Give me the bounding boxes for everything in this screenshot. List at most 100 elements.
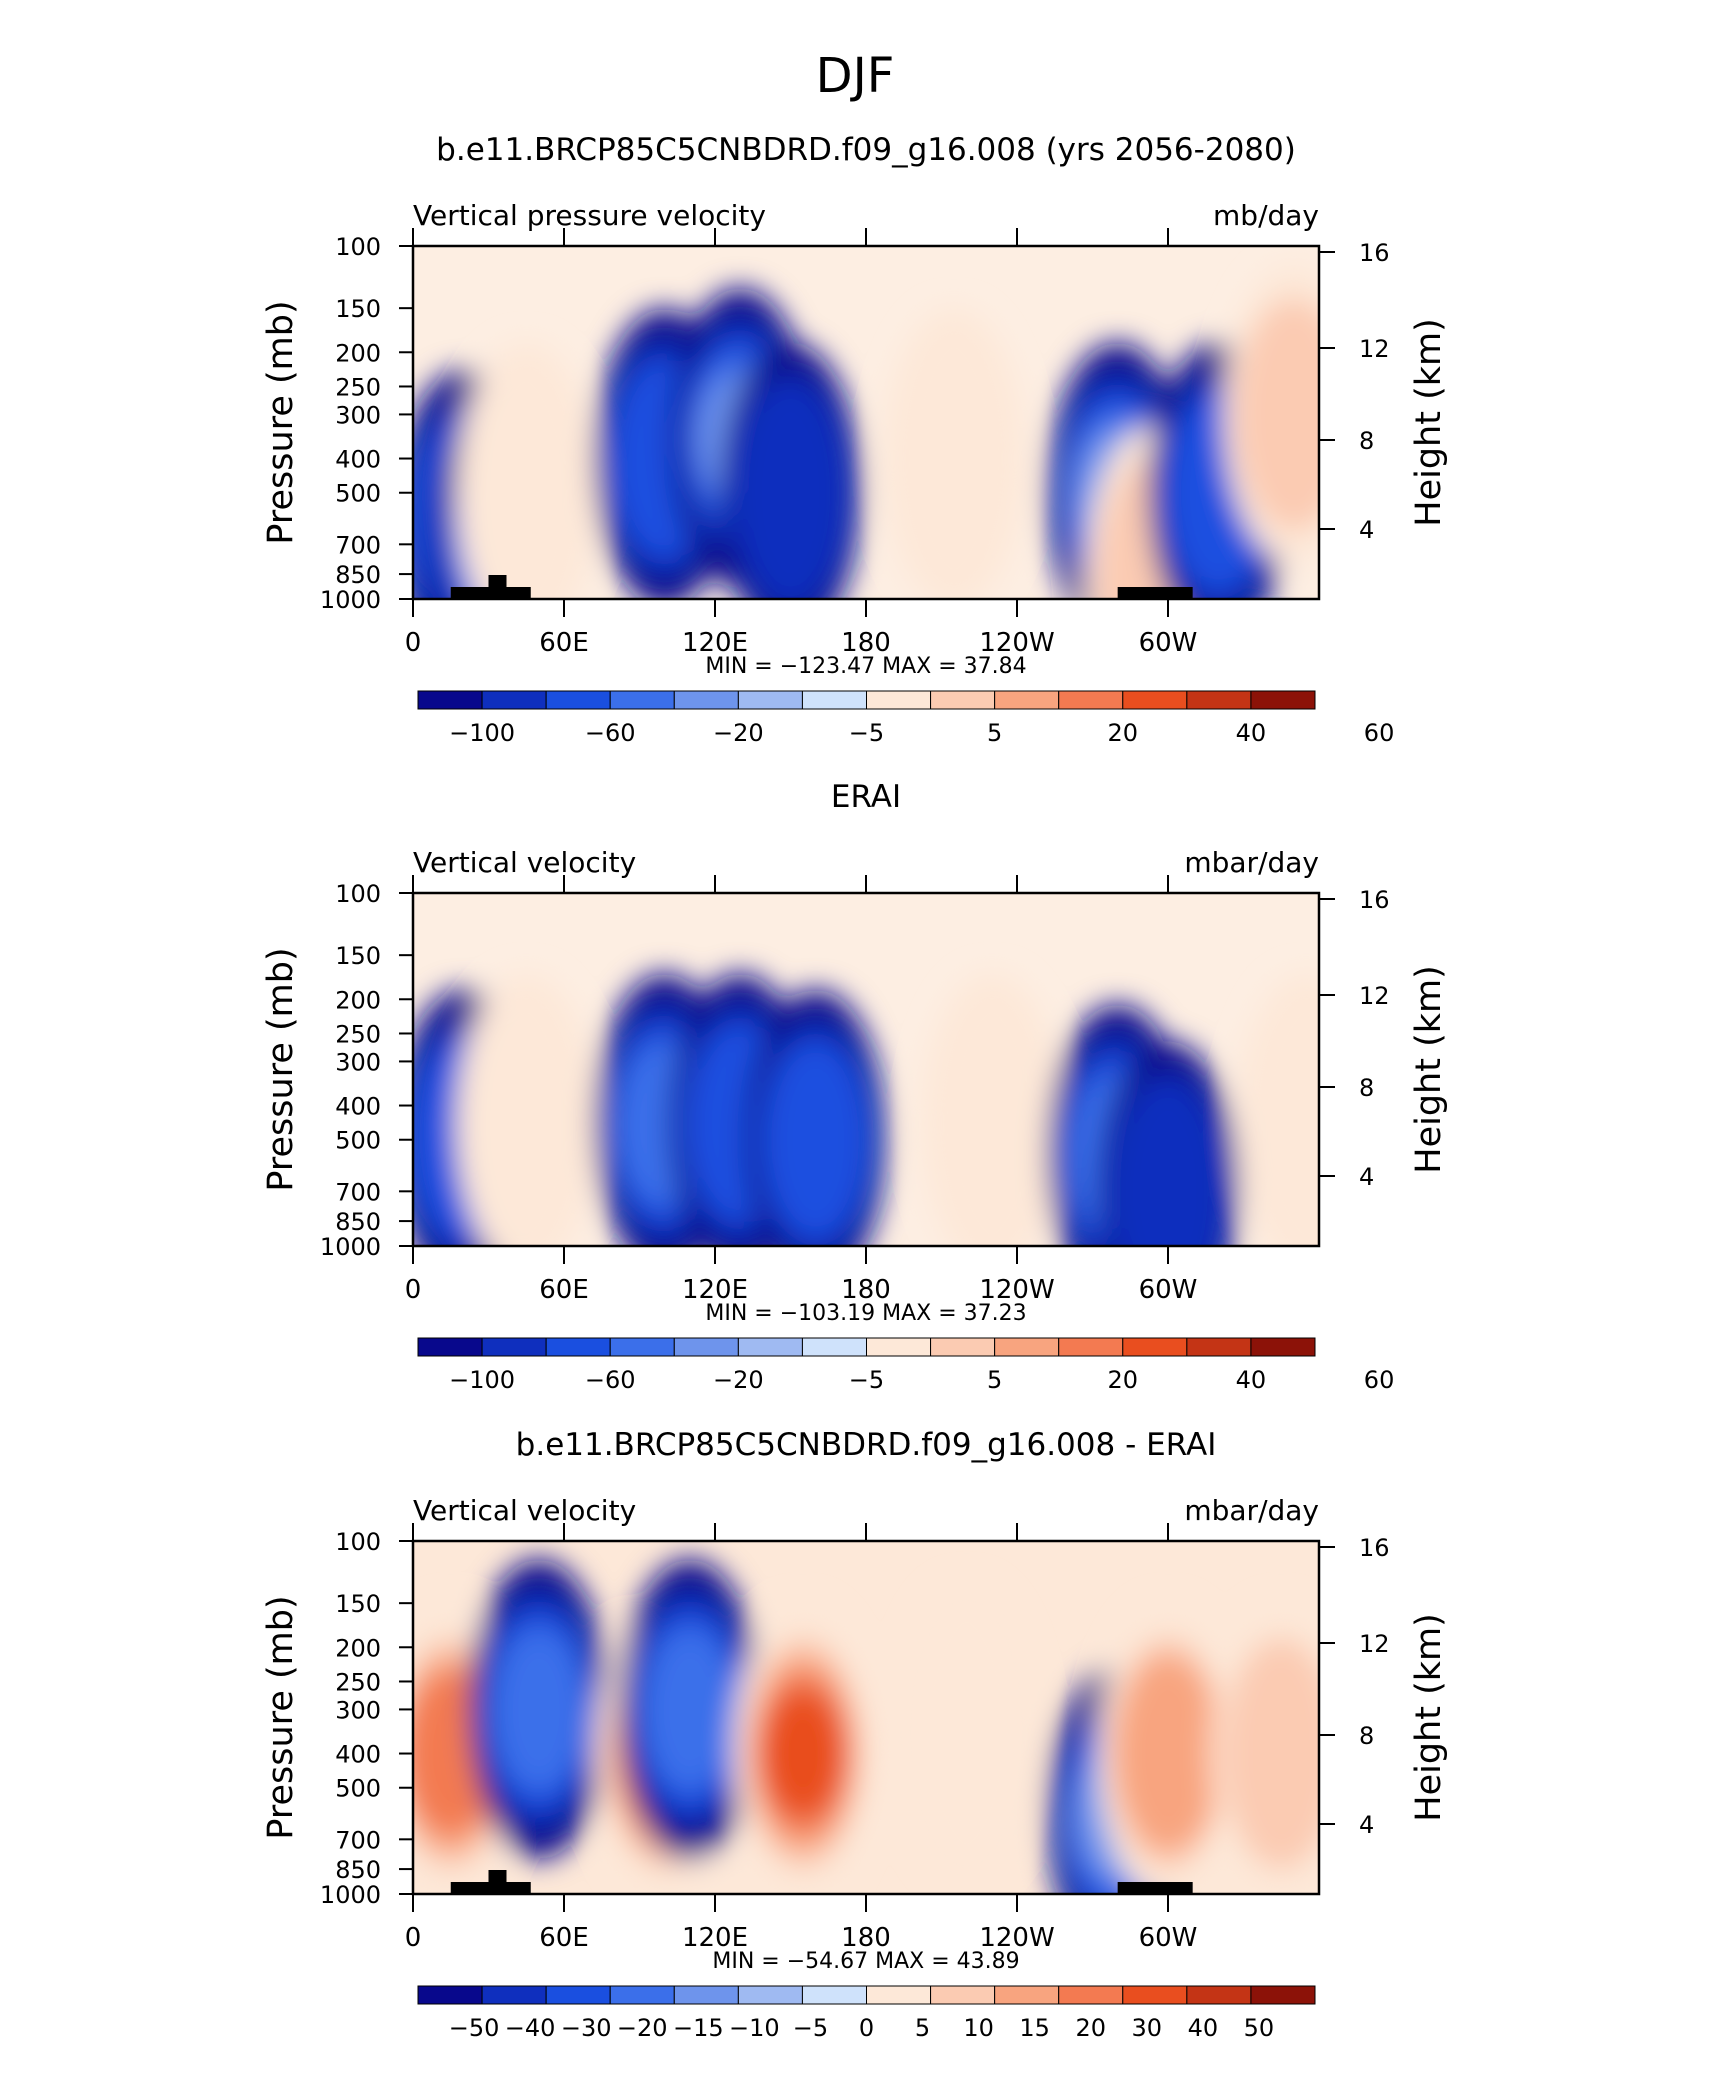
colorbar-label: 5 xyxy=(987,719,1002,747)
colorbar-label: 10 xyxy=(963,2014,994,2042)
y2-axis-label: Height (km) xyxy=(1409,965,1449,1174)
field-blobs xyxy=(413,264,1319,599)
colorbar-swatch xyxy=(1250,690,1316,710)
y-tick-label: 700 xyxy=(335,531,381,559)
y-tick-label: 250 xyxy=(335,373,381,401)
colorbar-swatch xyxy=(1058,690,1124,710)
colorbar-label: −60 xyxy=(585,719,636,747)
colorbar-swatch xyxy=(1250,1337,1316,1357)
y-tick-label: 850 xyxy=(335,1208,381,1236)
colorbar-label: −40 xyxy=(505,2014,556,2042)
colorbar-swatch xyxy=(1186,1985,1252,2005)
colorbar-swatch xyxy=(417,1985,483,2005)
colorbar-swatch xyxy=(1122,690,1188,710)
colorbar-label: −100 xyxy=(449,1366,515,1394)
colorbar-swatch xyxy=(1122,1337,1188,1357)
colorbar-label: 50 xyxy=(1244,2014,1275,2042)
y-axis-label: Pressure (mb) xyxy=(261,300,301,544)
y-tick-label: 700 xyxy=(335,1826,381,1854)
colorbar-swatch xyxy=(930,1337,996,1357)
colorbar-swatch xyxy=(801,1337,868,1357)
y2-tick-label: 16 xyxy=(1359,886,1390,914)
panel-1: b.e11.BRCP85C5CNBDRD.f09_g16.008 (yrs 20… xyxy=(261,132,1449,747)
data-cell xyxy=(461,990,591,1246)
y-tick-label: 850 xyxy=(335,561,381,589)
field-layer xyxy=(413,264,1319,599)
x-tick-label: 0 xyxy=(405,1275,422,1305)
y-tick-label: 100 xyxy=(335,233,381,261)
colorbar-swatch xyxy=(737,1985,803,2005)
colorbar-label: 5 xyxy=(915,2014,930,2042)
topography xyxy=(1117,1882,1193,1894)
colorbar-label: 60 xyxy=(1364,1366,1395,1394)
y2-tick-label: 8 xyxy=(1359,1074,1374,1102)
colorbar-swatch xyxy=(866,1337,932,1357)
colorbar-swatch xyxy=(417,690,483,710)
y2-tick-label: 4 xyxy=(1359,1163,1374,1191)
colorbar-swatch xyxy=(737,690,803,710)
colorbar-swatch xyxy=(866,690,932,710)
panel-title: b.e11.BRCP85C5CNBDRD.f09_g16.008 (yrs 20… xyxy=(436,132,1296,168)
colorbar-swatch xyxy=(1186,690,1252,710)
y2-tick-label: 4 xyxy=(1359,516,1374,544)
y-tick-label: 1000 xyxy=(320,586,381,614)
colorbar-swatch xyxy=(609,690,675,710)
colorbar-swatch xyxy=(801,690,868,710)
x-tick-label: 60W xyxy=(1139,628,1198,658)
y-tick-label: 500 xyxy=(335,1127,381,1155)
data-cell xyxy=(461,359,591,599)
colorbar-swatch xyxy=(545,1985,611,2005)
colorbar-label: −50 xyxy=(449,2014,500,2042)
x-tick-label: 60W xyxy=(1139,1923,1198,1953)
colorbar-swatch xyxy=(673,1985,739,2005)
x-tick-label: 120W xyxy=(979,628,1054,658)
y2-tick-label: 16 xyxy=(1359,1534,1390,1562)
colorbar-label: −5 xyxy=(849,719,884,747)
y-tick-label: 300 xyxy=(335,1048,381,1076)
y-tick-label: 500 xyxy=(335,480,381,508)
colorbar-swatch xyxy=(545,1337,611,1357)
y-tick-label: 700 xyxy=(335,1178,381,1206)
y-axis-label: Pressure (mb) xyxy=(261,947,301,1191)
colorbar-swatch xyxy=(417,1337,483,1357)
panel-title: ERAI xyxy=(831,779,901,815)
panel-title: b.e11.BRCP85C5CNBDRD.f09_g16.008 - ERAI xyxy=(516,1427,1217,1463)
colorbar-label: −20 xyxy=(713,1366,764,1394)
data-cell xyxy=(927,990,1057,1246)
topography xyxy=(488,1870,507,1894)
panel-units-label: mbar/day xyxy=(1184,1494,1319,1527)
x-tick-label: 0 xyxy=(405,1923,422,1953)
panel-2: ERAI Vertical velocity mbar/day 0 60E 120E 180… xyxy=(261,779,1449,1394)
field-layer xyxy=(413,973,1319,1246)
colorbar-swatch xyxy=(994,1337,1060,1357)
panel-units-label: mbar/day xyxy=(1184,846,1319,879)
y-tick-label: 1000 xyxy=(320,1233,381,1261)
x-tick-label: 120W xyxy=(979,1923,1054,1953)
colorbar-label: −60 xyxy=(585,1366,636,1394)
y2-tick-label: 8 xyxy=(1359,1722,1374,1750)
y-tick-label: 300 xyxy=(335,1696,381,1724)
field-blobs xyxy=(413,973,1319,1246)
colorbar-swatch xyxy=(609,1337,675,1357)
colorbar-swatch xyxy=(994,690,1060,710)
x-tick-label: 120E xyxy=(682,628,748,658)
data-cell xyxy=(1109,1075,1227,1246)
y-tick-label: 250 xyxy=(335,1668,381,1696)
y-axis-label: Pressure (mb) xyxy=(261,1595,301,1839)
y-tick-label: 1000 xyxy=(320,1881,381,1909)
y-tick-label: 200 xyxy=(335,1634,381,1662)
colorbar-swatch xyxy=(1122,1985,1188,2005)
data-cell xyxy=(1115,1654,1221,1853)
panel-variable-label: Vertical pressure velocity xyxy=(413,199,766,232)
y2-tick-label: 12 xyxy=(1359,982,1390,1010)
y-tick-label: 150 xyxy=(335,1590,381,1618)
y-tick-label: 200 xyxy=(335,339,381,367)
colorbar-label: −20 xyxy=(617,2014,668,2042)
colorbar-swatch xyxy=(994,1985,1060,2005)
colorbar-label: 15 xyxy=(1019,2014,1050,2042)
colorbar-label: 20 xyxy=(1075,2014,1106,2042)
field-layer xyxy=(413,1559,1319,1894)
colorbar-swatch xyxy=(801,1985,868,2005)
x-tick-label: 60W xyxy=(1139,1275,1198,1305)
